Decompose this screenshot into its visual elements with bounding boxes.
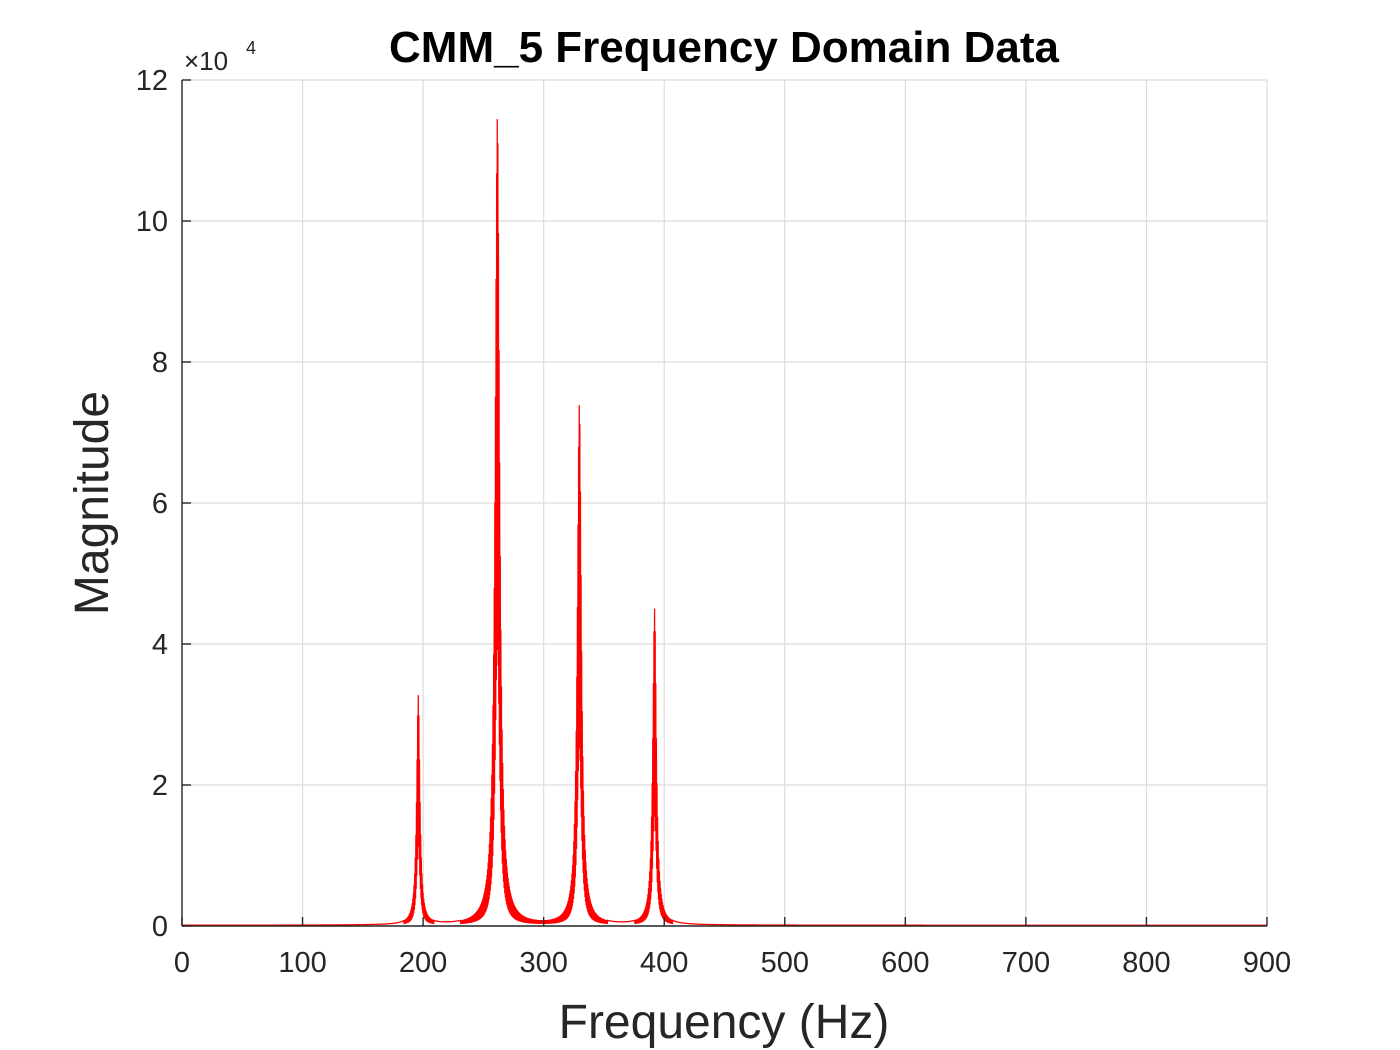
x-tick-label: 300 [519,947,567,979]
y-tick-label: 8 [152,347,168,379]
x-tick-label: 500 [761,947,809,979]
x-tick-label: 600 [881,947,929,979]
y-tick-label: 2 [152,770,168,802]
y-tick-label: 10 [136,206,168,238]
plot-area: 0 100 200 300 400 500 600 700 800 900 0 2 4 6 8 10 12 [136,65,1291,979]
x-tick-label: 0 [174,947,190,979]
axes-frame [181,79,1268,927]
x-tick-label: 700 [1002,947,1050,979]
series-line-spectrum [182,119,1267,926]
y-tick-label: 0 [152,911,168,943]
y-tick-label: 12 [136,65,168,97]
chart-title: CMM_5 Frequency Domain Data [389,23,1059,72]
x-tick-label: 200 [399,947,447,979]
x-tick-labels: 0 100 200 300 400 500 600 700 800 900 [174,947,1291,979]
y-exponent-base: ×10 [184,46,228,76]
x-tick-label: 900 [1243,947,1291,979]
y-exponent-label: ×10 4 [184,38,256,76]
y-tick-label: 6 [152,488,168,520]
x-axis-label: Frequency (Hz) [559,996,890,1049]
y-exponent-power: 4 [246,38,256,58]
y-tick-labels: 0 2 4 6 8 10 12 [136,65,168,943]
x-tick-label: 400 [640,947,688,979]
y-axis-label: Magnitude [66,391,119,615]
x-tick-label: 100 [278,947,326,979]
y-tick-label: 4 [152,629,168,661]
x-tick-label: 800 [1122,947,1170,979]
